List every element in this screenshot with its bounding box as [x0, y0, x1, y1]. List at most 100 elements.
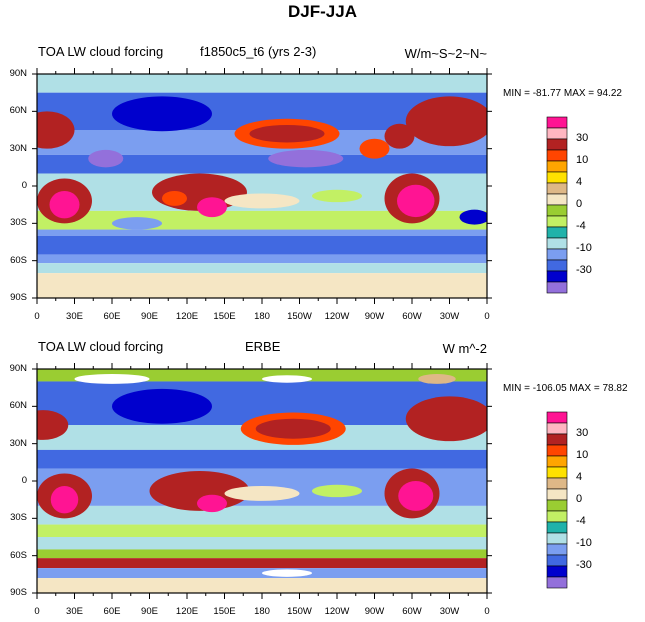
- lon-label: 150W: [287, 606, 312, 617]
- colorbar-box: [546, 248, 568, 261]
- panel-left-title: TOA LW cloud forcing: [38, 44, 164, 59]
- contour-field: [37, 74, 487, 298]
- lat-label: 30N: [9, 142, 27, 154]
- colorbar-box: [546, 422, 568, 435]
- colorbar-box: [546, 193, 568, 206]
- colorbar-label: 30: [576, 132, 589, 144]
- panel-units: W m^-2: [442, 341, 487, 356]
- panel-left-title: TOA LW cloud forcing: [38, 339, 164, 354]
- min-max-readout: MIN = -106.05 MAX = 78.82: [503, 383, 628, 394]
- colorbar-box: [546, 411, 568, 424]
- lon-label: 30W: [439, 311, 460, 322]
- colorbar-box: [546, 532, 568, 545]
- lon-label: 120E: [175, 311, 199, 322]
- lon-label: 150W: [287, 311, 312, 322]
- panel-units: W/m~S~2~N~: [404, 46, 487, 61]
- colorbar: [546, 116, 568, 294]
- colorbar-label: -10: [576, 242, 592, 254]
- colorbar-box: [546, 127, 568, 140]
- colorbar-label: -10: [576, 537, 592, 549]
- colorbar-box: [546, 204, 568, 217]
- colorbar-box: [546, 281, 568, 294]
- figure-title: DJF-JJA: [288, 2, 357, 21]
- lat-label: 30N: [9, 437, 27, 449]
- colorbar-label: 0: [576, 198, 583, 210]
- colorbar-box: [546, 444, 568, 457]
- lon-label: 0: [34, 311, 40, 322]
- lat-label: 0: [21, 475, 27, 486]
- colorbar-label: -30: [576, 264, 592, 276]
- colorbar-box: [546, 499, 568, 512]
- lon-label: 120E: [175, 606, 199, 617]
- lat-label: 90N: [9, 68, 27, 79]
- lon-label: 60E: [103, 311, 121, 322]
- lon-label: 90W: [364, 311, 385, 322]
- colorbar-box: [546, 138, 568, 151]
- colorbar-label: 10: [576, 449, 589, 461]
- lat-label: 0: [21, 180, 27, 191]
- lon-label: 90W: [364, 606, 385, 617]
- lon-label: 120W: [324, 311, 350, 322]
- panel-center-title: f1850c5_t6 (yrs 2-3): [200, 44, 317, 59]
- lon-label: 60W: [402, 606, 422, 617]
- colorbar-box: [546, 171, 568, 184]
- lat-label: 90S: [10, 587, 27, 598]
- lat-label: 30S: [10, 217, 27, 229]
- contour-field: [37, 369, 487, 593]
- colorbar-box: [546, 565, 568, 578]
- min-max-readout: MIN = -81.77 MAX = 94.22: [503, 88, 622, 99]
- colorbar-label: -4: [576, 515, 586, 527]
- colorbar-box: [546, 488, 568, 501]
- colorbar-label: -4: [576, 220, 586, 232]
- lon-label: 180: [254, 311, 270, 322]
- colorbar-box: [546, 466, 568, 479]
- lon-label: 0: [34, 606, 40, 617]
- colorbar-box: [546, 116, 568, 129]
- lat-label: 90S: [10, 292, 27, 303]
- colorbar-label: -30: [576, 559, 592, 571]
- lon-label: 180: [254, 606, 270, 617]
- lat-label: 90N: [9, 363, 27, 374]
- lon-label: 0: [484, 311, 490, 322]
- colorbar-label: 30: [576, 427, 589, 439]
- colorbar-box: [546, 226, 568, 239]
- colorbar-box: [546, 576, 568, 589]
- colorbar-label: 4: [576, 471, 583, 483]
- lon-label: 30W: [439, 606, 460, 617]
- lon-label: 30E: [66, 606, 83, 617]
- colorbar-box: [546, 554, 568, 567]
- lon-label: 150E: [213, 606, 236, 617]
- colorbar-label: 10: [576, 154, 589, 166]
- lon-label: 60W: [402, 311, 422, 322]
- colorbar-label: 0: [576, 493, 583, 505]
- lat-label: 30S: [10, 512, 27, 524]
- colorbar: [546, 411, 568, 589]
- lat-label: 60N: [9, 400, 27, 412]
- lon-label: 150E: [213, 311, 236, 322]
- colorbar-box: [546, 160, 568, 173]
- colorbar-box: [546, 455, 568, 468]
- colorbar-label: 4: [576, 176, 583, 188]
- colorbar-box: [546, 270, 568, 283]
- lat-label: 60S: [10, 254, 27, 266]
- lon-label: 60E: [103, 606, 121, 617]
- map-panel-2: [32, 363, 492, 599]
- colorbar-box: [546, 521, 568, 534]
- colorbar-box: [546, 543, 568, 556]
- lon-label: 120W: [324, 606, 350, 617]
- colorbar-box: [546, 237, 568, 250]
- colorbar-box: [546, 510, 568, 523]
- lat-label: 60S: [10, 549, 27, 561]
- colorbar-box: [546, 215, 568, 228]
- lon-label: 90E: [141, 606, 158, 617]
- colorbar-box: [546, 182, 568, 195]
- lat-label: 60N: [9, 105, 27, 117]
- colorbar-box: [546, 433, 568, 446]
- panel-center-title: ERBE: [245, 339, 281, 354]
- colorbar-box: [546, 259, 568, 272]
- lon-label: 0: [484, 606, 490, 617]
- map-panel-1: [32, 68, 492, 304]
- colorbar-box: [546, 149, 568, 162]
